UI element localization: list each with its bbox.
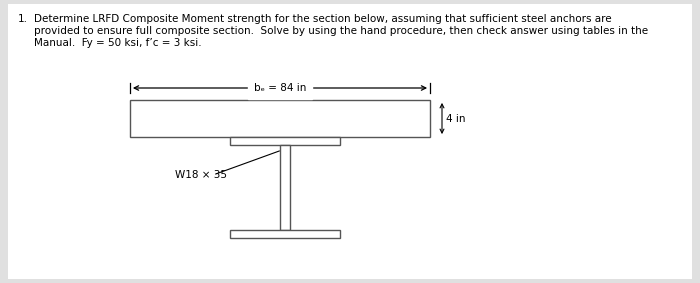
Text: bₑ = 84 in: bₑ = 84 in [254,83,306,93]
Bar [280,145,290,230]
Text: 4 in: 4 in [446,113,466,123]
Bar [130,100,430,137]
Text: provided to ensure full composite section.  Solve by using the hand procedure, t: provided to ensure full composite sectio… [34,26,648,36]
Bar [230,230,340,238]
Text: Determine LRFD Composite Moment strength for the section below, assuming that su: Determine LRFD Composite Moment strength… [34,14,612,24]
Text: Manual.  Fy = 50 ksi, f’c = 3 ksi.: Manual. Fy = 50 ksi, f’c = 3 ksi. [34,38,202,48]
Text: W18 × 35: W18 × 35 [175,170,227,180]
Bar [230,137,340,145]
Text: 1.: 1. [18,14,28,24]
